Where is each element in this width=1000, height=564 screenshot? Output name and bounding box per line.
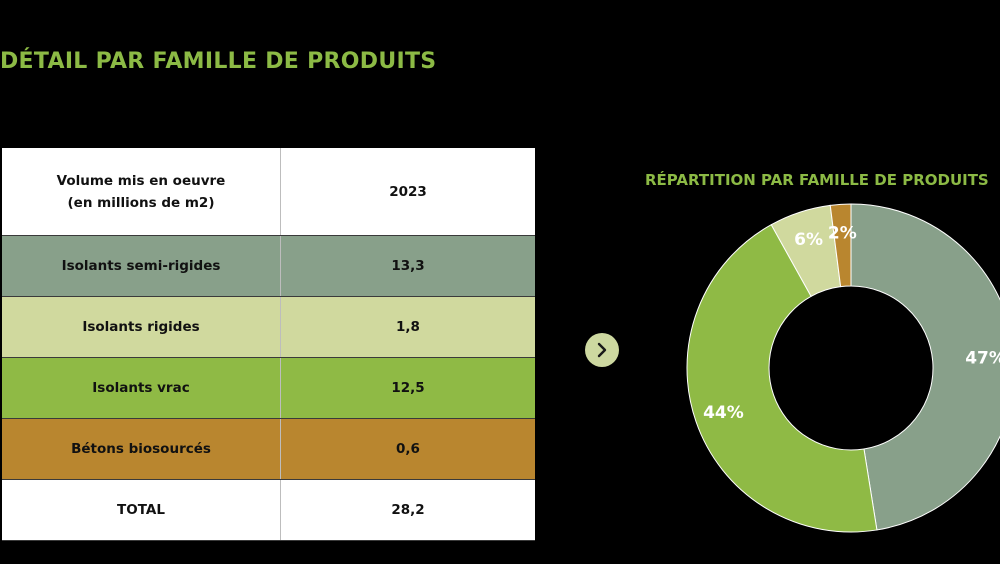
table-header-label-line1: Volume mis en oeuvre <box>56 172 226 189</box>
table-row-value: 0,6 <box>280 418 535 480</box>
donut-slice <box>686 224 878 533</box>
table-header-label: Volume mis en oeuvre (en millions de m2) <box>2 148 281 236</box>
table-row: Bétons biosourcés 0,6 <box>2 418 535 480</box>
table-row: Isolants vrac 12,5 <box>2 357 535 419</box>
table-total-label: TOTAL <box>2 479 281 541</box>
table-row-label: Bétons biosourcés <box>2 418 281 480</box>
volume-table: Volume mis en oeuvre (en millions de m2)… <box>2 148 535 541</box>
slice-label: 2% <box>828 223 857 243</box>
table-row-value: 13,3 <box>280 235 535 297</box>
table-header-year: 2023 <box>280 148 535 236</box>
table-row-label: Isolants semi-rigides <box>2 235 281 297</box>
chart-title: RÉPARTITION PAR FAMILLE DE PRODUITS <box>645 171 989 189</box>
table-total-row: TOTAL 28,2 <box>2 479 535 541</box>
table-row: Isolants semi-rigides 13,3 <box>2 235 535 297</box>
slice-label: 47% <box>965 348 1000 368</box>
table-row-value: 12,5 <box>280 357 535 419</box>
table-row: Isolants rigides 1,8 <box>2 296 535 358</box>
table-row-label: Isolants vrac <box>2 357 281 419</box>
donut-slice <box>829 203 852 288</box>
table-row-label: Isolants rigides <box>2 296 281 358</box>
table-total-value: 28,2 <box>280 479 535 541</box>
slice-label: 44% <box>703 403 744 423</box>
table-header-label-line2: (en millions de m2) <box>67 194 215 211</box>
donut-slice <box>850 203 1000 531</box>
table-row-value: 1,8 <box>280 296 535 358</box>
next-button[interactable] <box>585 333 619 367</box>
table-header-row: Volume mis en oeuvre (en millions de m2)… <box>2 148 535 236</box>
slice-label: 6% <box>794 230 823 250</box>
chevron-right-icon <box>597 342 607 358</box>
page-title: DÉTAIL PAR FAMILLE DE PRODUITS <box>0 49 437 74</box>
